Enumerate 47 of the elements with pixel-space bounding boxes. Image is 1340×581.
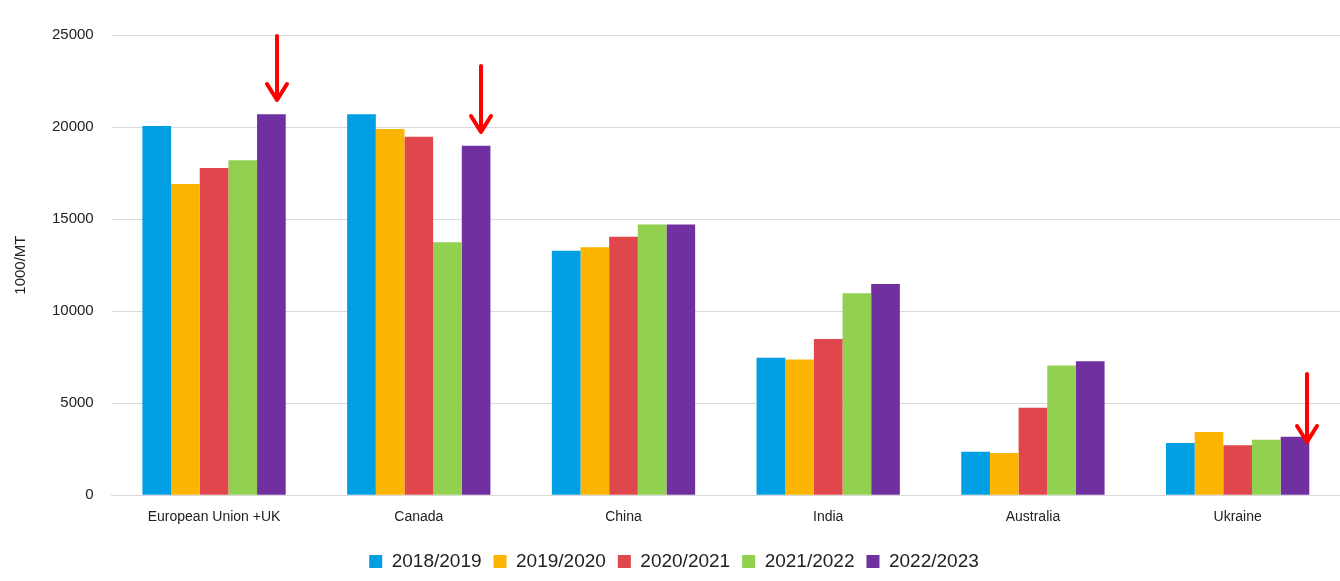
bar bbox=[961, 451, 990, 495]
y-tick-label: 10000 bbox=[51, 301, 94, 319]
bar bbox=[813, 339, 843, 495]
bar bbox=[989, 453, 1019, 495]
bar bbox=[666, 224, 696, 495]
bar bbox=[785, 359, 814, 495]
bar bbox=[580, 247, 610, 495]
x-tick-label: Ukraine bbox=[1213, 508, 1262, 525]
legend-label: 2021/2022 bbox=[764, 549, 855, 571]
bar bbox=[433, 242, 462, 495]
bar bbox=[1075, 361, 1105, 495]
y-tick-label: 15000 bbox=[51, 209, 94, 227]
legend-label: 2019/2020 bbox=[516, 549, 606, 571]
bar bbox=[1194, 431, 1224, 495]
bar bbox=[228, 160, 258, 495]
y-tick-label: 20000 bbox=[51, 117, 94, 135]
legend-label: 2022/2023 bbox=[888, 549, 979, 571]
y-tick-label: 0 bbox=[85, 485, 94, 503]
x-tick-label: Canada bbox=[394, 508, 444, 525]
bar bbox=[375, 128, 405, 495]
bar bbox=[1223, 445, 1252, 495]
bar bbox=[461, 145, 491, 495]
bar bbox=[1018, 407, 1048, 495]
bar bbox=[199, 167, 229, 495]
bar bbox=[404, 136, 434, 495]
y-tick-label: 25000 bbox=[51, 25, 94, 43]
bar bbox=[1047, 365, 1076, 495]
bar bbox=[257, 114, 286, 495]
bar bbox=[1251, 439, 1281, 495]
bar bbox=[871, 284, 900, 495]
bar bbox=[756, 357, 786, 495]
x-tick-label: India bbox=[813, 508, 844, 525]
bar bbox=[609, 236, 638, 495]
bar bbox=[347, 114, 376, 495]
legend-label: 2018/2019 bbox=[391, 549, 482, 571]
bar bbox=[1165, 442, 1195, 495]
bar bbox=[142, 126, 172, 495]
x-tick-label: Australia bbox=[1005, 508, 1061, 525]
y-tick-label: 5000 bbox=[60, 393, 94, 411]
bar bbox=[171, 184, 200, 495]
y-axis-title: 1000/MT bbox=[11, 235, 29, 295]
bar bbox=[637, 224, 667, 495]
bar bbox=[551, 250, 581, 495]
x-tick-label: China bbox=[605, 508, 642, 525]
legend-label: 2020/2021 bbox=[640, 549, 731, 571]
x-tick-label: European Union +UK bbox=[147, 508, 282, 525]
bar bbox=[842, 293, 872, 495]
